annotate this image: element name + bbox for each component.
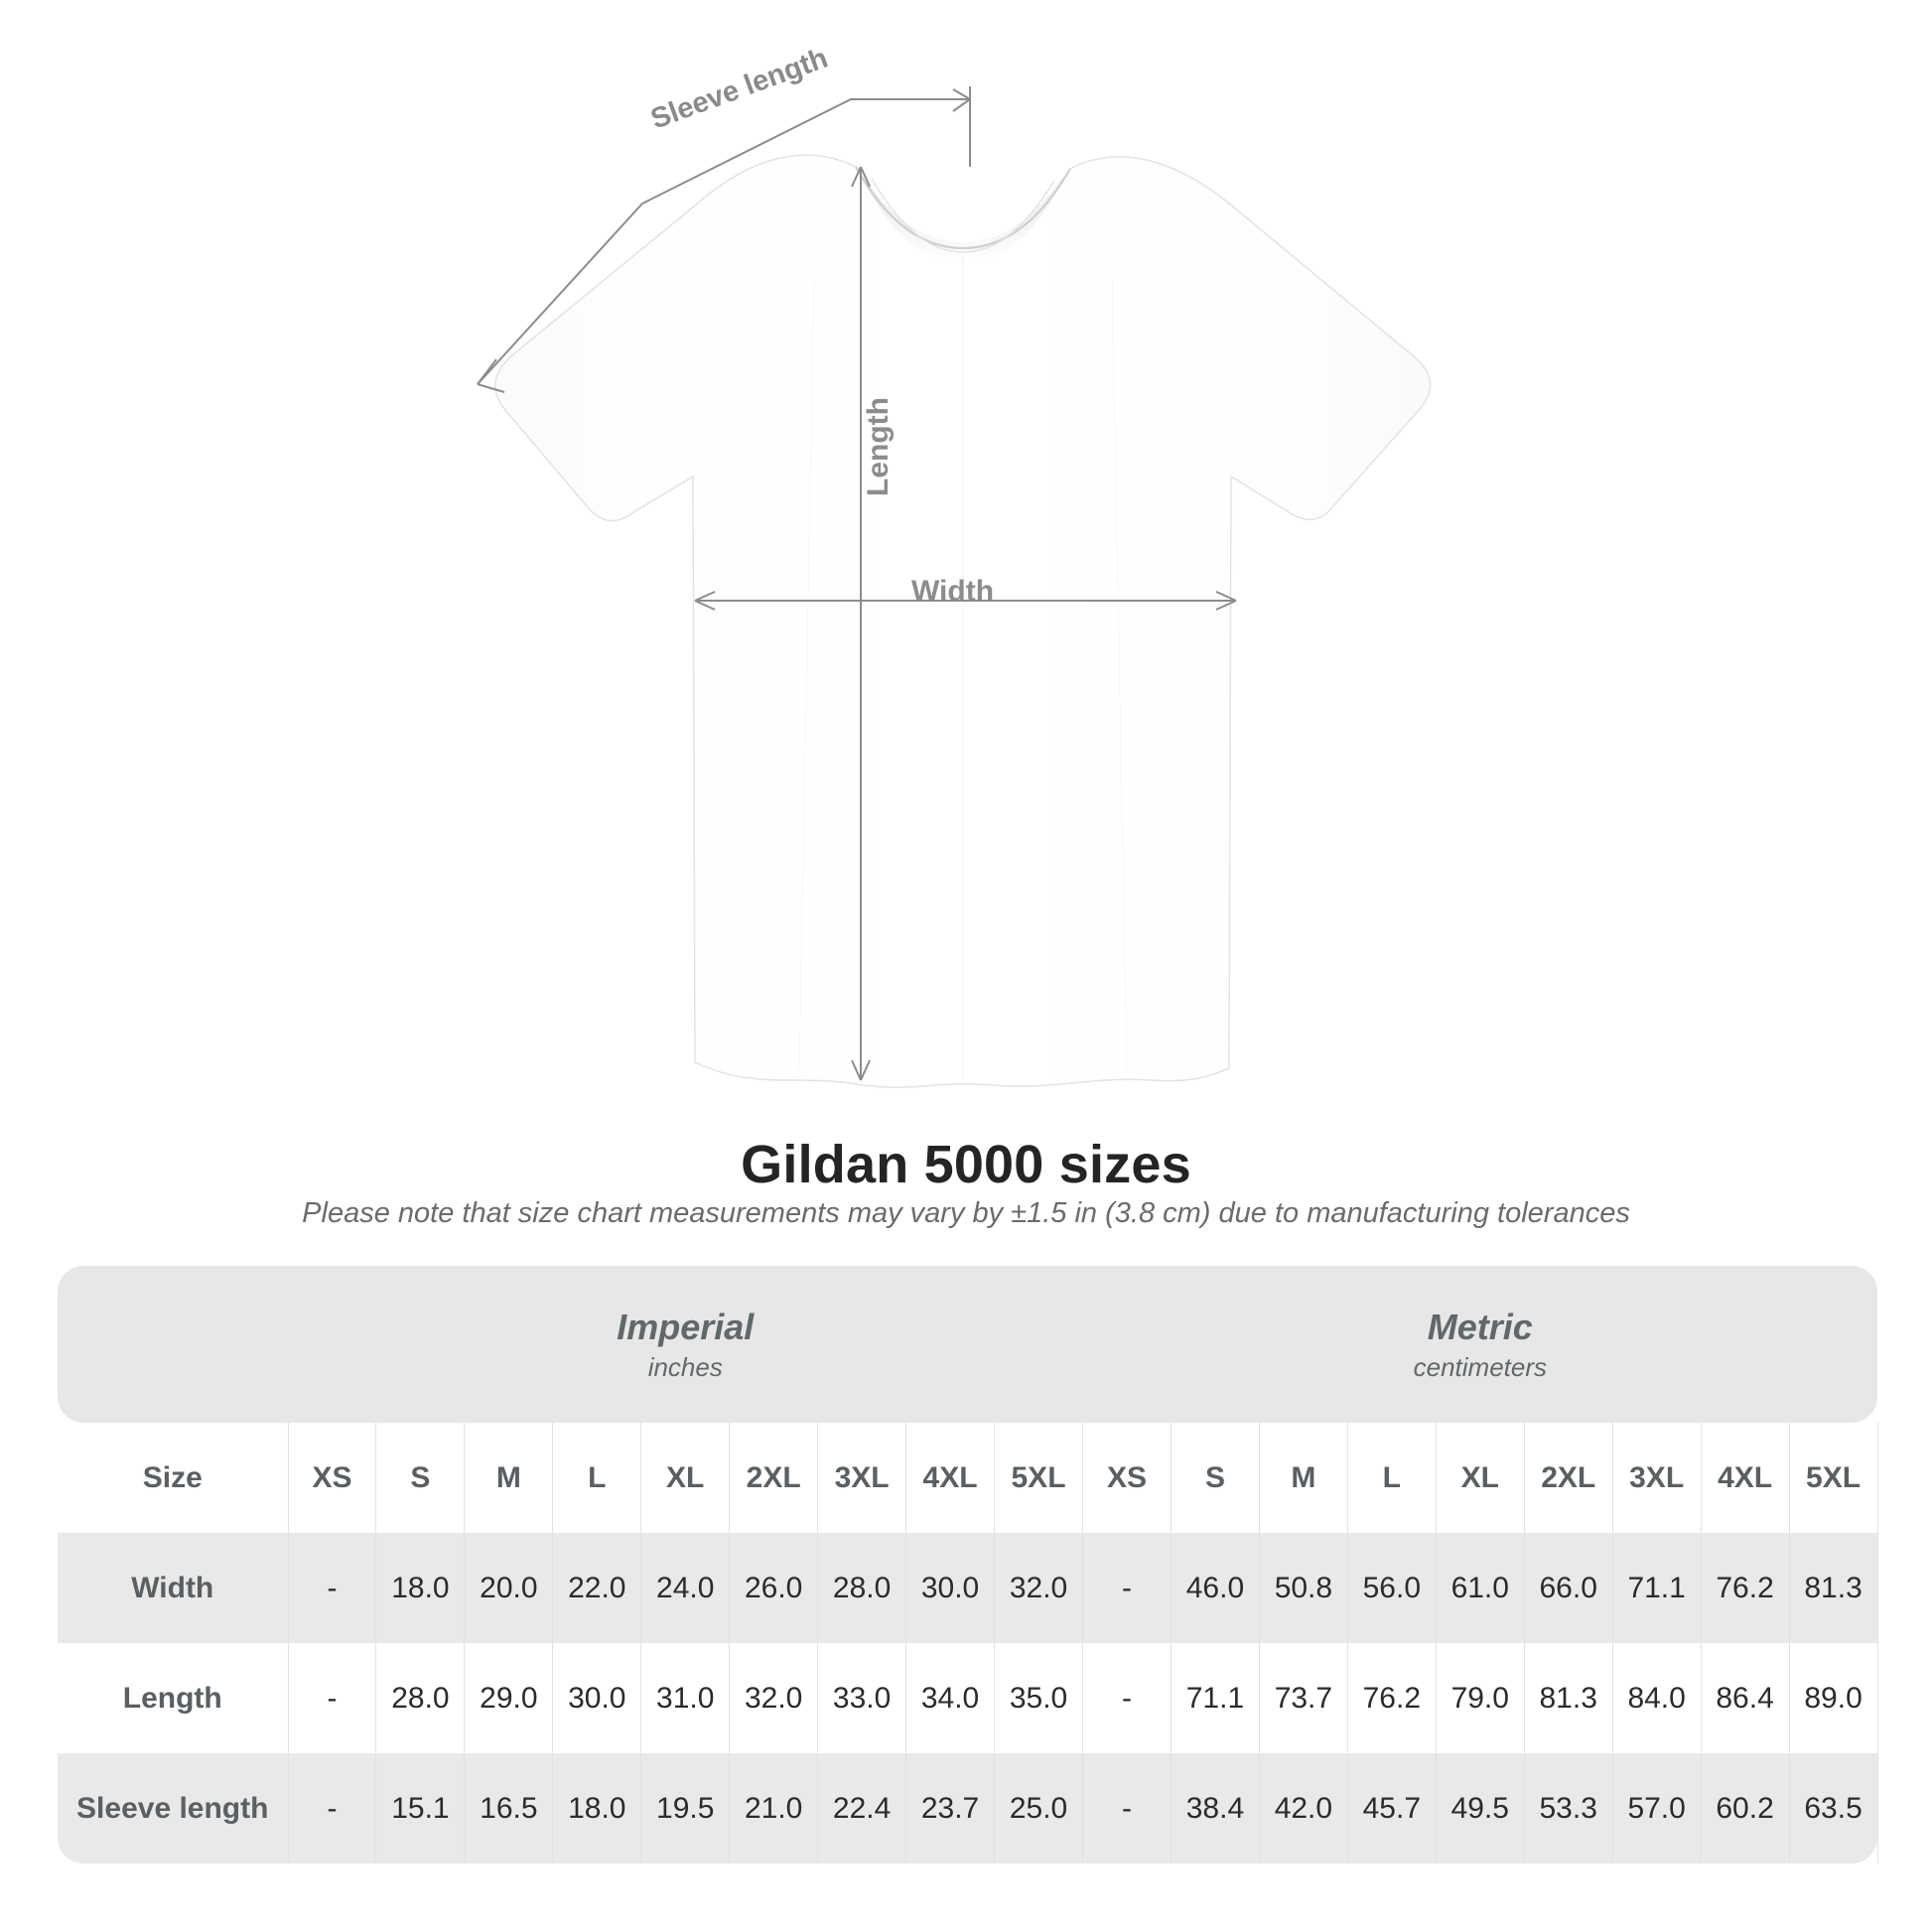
- svg-text:Width: Width: [911, 575, 994, 608]
- svg-text:Length: Length: [862, 397, 895, 496]
